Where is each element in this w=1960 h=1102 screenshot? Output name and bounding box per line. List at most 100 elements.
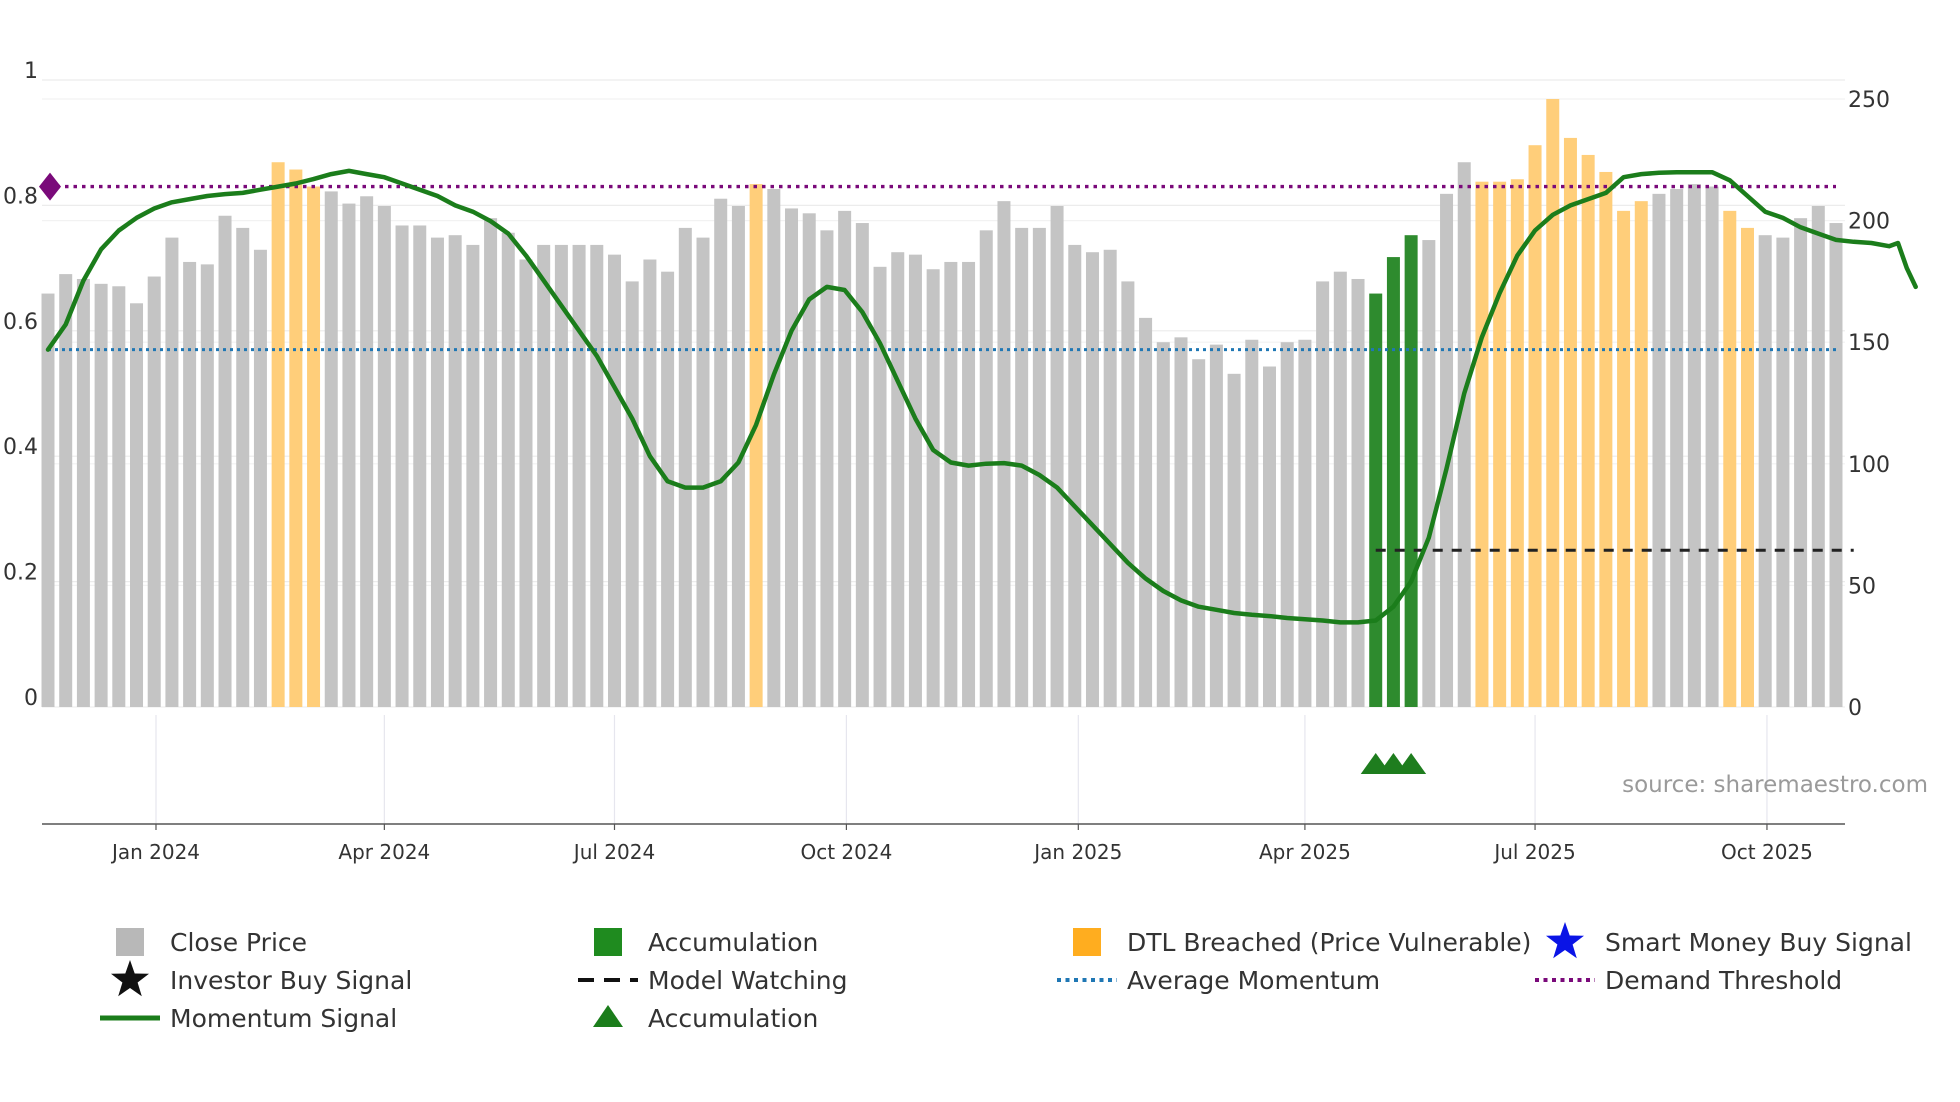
accumulation-bar [1386, 257, 1400, 707]
close-price-bar [678, 227, 692, 707]
close-price-bar [1333, 271, 1347, 707]
close-price-bar [1050, 206, 1064, 707]
legend-item: Momentum Signal [100, 1004, 397, 1033]
dtl-breached-bar [1563, 137, 1577, 708]
legend-swatch [1073, 928, 1101, 956]
close-price-bar [360, 196, 374, 707]
close-price-bar [76, 278, 90, 707]
close-price-bar [590, 244, 604, 708]
close-price-bar [183, 261, 197, 707]
legend-label: Momentum Signal [170, 1004, 397, 1033]
close-price-bar [430, 237, 444, 707]
left-axis-tick-label: 0.6 [3, 310, 38, 335]
close-price-bar [1652, 193, 1666, 707]
close-price-bar [1811, 206, 1825, 707]
legend-item: Smart Money Buy Signal [1546, 922, 1912, 959]
dtl-breached-bar [749, 184, 763, 707]
close-price-bar [1440, 193, 1454, 707]
legend: Close Price Accumulation DTL Breached (Pri… [100, 922, 1912, 1033]
right-axis-tick-label: 150 [1848, 331, 1890, 356]
legend-swatch [594, 928, 622, 956]
close-price-bar [484, 218, 498, 707]
close-price-bar [1776, 237, 1790, 707]
accumulation-marker [1396, 753, 1427, 774]
close-price-bar [1121, 281, 1135, 707]
close-price-bar [1209, 344, 1223, 707]
close-price-bar [112, 286, 126, 707]
right-axis-tick-label: 250 [1848, 88, 1890, 113]
x-axis-tick-label: Jan 2024 [110, 840, 200, 864]
close-price-bar [625, 281, 639, 707]
close-price-bar [767, 188, 781, 707]
close-price-bar [200, 264, 214, 707]
dtl-breached-bar [289, 169, 303, 707]
close-price-bar [1174, 337, 1188, 707]
close-price-bar [1192, 359, 1206, 707]
dtl-breached-bar [1617, 210, 1631, 707]
legend-label: DTL Breached (Price Vulnerable) [1127, 928, 1531, 957]
close-price-bar [466, 244, 480, 708]
close-price-bar [519, 259, 533, 707]
close-price-bar [714, 198, 728, 707]
close-price-bar [1280, 342, 1294, 707]
right-axis-tick-label: 50 [1848, 574, 1876, 599]
close-price-bar [324, 191, 338, 707]
close-price-bar [1687, 184, 1701, 707]
close-price-bar [554, 244, 568, 708]
right-axis-tick-label: 200 [1848, 210, 1890, 235]
close-price-bar [891, 252, 905, 707]
close-price-bar [1263, 366, 1277, 707]
close-price-bar [1351, 278, 1365, 707]
close-price-bar [643, 259, 657, 707]
close-price-bar [501, 232, 515, 707]
close-price-bar [696, 237, 710, 707]
left-axis-tick-label: 0.4 [3, 435, 38, 460]
dtl-breached-bar [1740, 227, 1754, 707]
lines-layer [45, 168, 1918, 625]
legend-label: Smart Money Buy Signal [1605, 928, 1912, 957]
legend-item: Accumulation [593, 1004, 818, 1033]
demand-threshold-diamond [39, 172, 61, 201]
legend-label: Model Watching [648, 966, 848, 995]
legend-label: Close Price [170, 928, 307, 957]
close-price-bar [979, 230, 993, 707]
close-price-bar [1068, 244, 1082, 708]
close-price-bar [1103, 249, 1117, 707]
close-price-bar [253, 249, 267, 707]
legend-item: Model Watching [578, 966, 848, 995]
close-price-bar [377, 206, 391, 707]
close-price-bar [218, 215, 232, 707]
legend-item: Close Price [116, 928, 307, 957]
close-price-bar [1758, 235, 1772, 707]
close-price-bar [448, 235, 462, 707]
close-price-bar [165, 237, 179, 707]
close-price-bar [1156, 342, 1170, 707]
close-price-bar [1794, 218, 1808, 707]
close-price-bar [1227, 373, 1241, 707]
dtl-breached-bar [1723, 210, 1737, 707]
close-price-bar [855, 223, 869, 708]
close-price-bar [838, 210, 852, 707]
x-axis-tick-label: Jul 2024 [572, 840, 655, 864]
momentum-signal-line [45, 168, 1918, 625]
dtl-breached-bar [1528, 145, 1542, 707]
close-price-bar [236, 227, 250, 707]
close-price-bar [395, 225, 409, 708]
legend-star-icon [111, 960, 149, 997]
dtl-breached-bar [1493, 181, 1507, 708]
legend-item: Average Momentum [1057, 966, 1380, 995]
dtl-breached-bar [1475, 181, 1489, 708]
legend-item: Investor Buy Signal [111, 960, 412, 997]
close-price-bar [147, 276, 161, 707]
close-price-bar [1422, 240, 1436, 707]
dtl-breached-bar [1546, 99, 1560, 707]
left-axis-tick-label: 0 [24, 686, 38, 711]
source-label: source: sharemaestro.com [1622, 772, 1928, 798]
close-price-bar [908, 254, 922, 707]
close-price-bar [926, 269, 940, 707]
close-price-bar [785, 208, 799, 707]
legend-label: Average Momentum [1127, 966, 1380, 995]
close-price-bar [1245, 339, 1259, 707]
right-axis-tick-label: 100 [1848, 453, 1890, 478]
